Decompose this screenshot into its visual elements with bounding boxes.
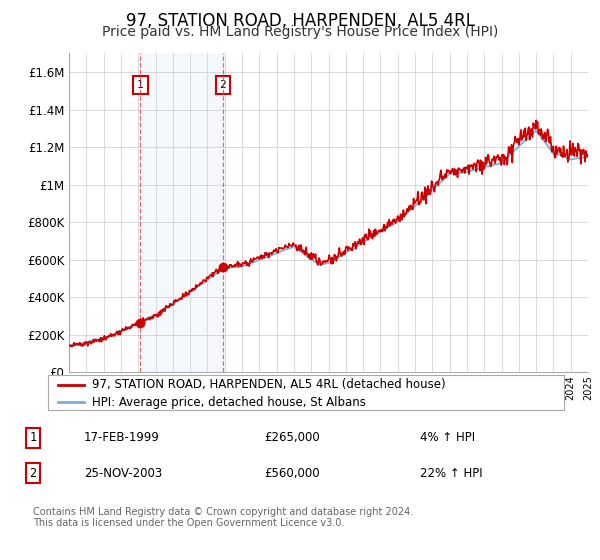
Text: 17-FEB-1999: 17-FEB-1999 [84, 431, 160, 445]
Text: £560,000: £560,000 [264, 466, 320, 480]
Text: 2: 2 [29, 466, 37, 480]
Text: HPI: Average price, detached house, St Albans: HPI: Average price, detached house, St A… [92, 396, 366, 409]
Text: 97, STATION ROAD, HARPENDEN, AL5 4RL: 97, STATION ROAD, HARPENDEN, AL5 4RL [125, 12, 475, 30]
Text: Contains HM Land Registry data © Crown copyright and database right 2024.
This d: Contains HM Land Registry data © Crown c… [33, 507, 413, 529]
Text: 2: 2 [220, 80, 226, 90]
Text: 22% ↑ HPI: 22% ↑ HPI [420, 466, 482, 480]
Bar [140, 53, 223, 372]
Text: 1: 1 [137, 80, 143, 90]
Text: Price paid vs. HM Land Registry's House Price Index (HPI): Price paid vs. HM Land Registry's House … [102, 25, 498, 39]
Text: £265,000: £265,000 [264, 431, 320, 445]
Text: 4% ↑ HPI: 4% ↑ HPI [420, 431, 475, 445]
Text: 25-NOV-2003: 25-NOV-2003 [84, 466, 162, 480]
Text: 1: 1 [29, 431, 37, 445]
Text: 97, STATION ROAD, HARPENDEN, AL5 4RL (detached house): 97, STATION ROAD, HARPENDEN, AL5 4RL (de… [92, 379, 445, 391]
